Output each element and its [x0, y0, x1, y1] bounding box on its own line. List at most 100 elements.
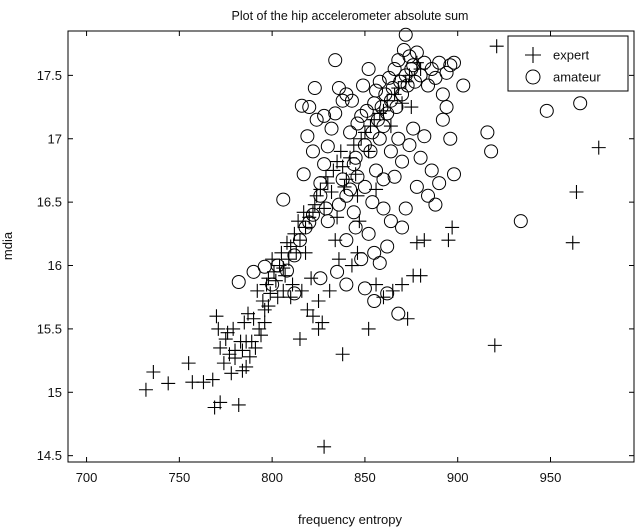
x-tick-label: 900 — [447, 470, 469, 485]
data-point-expert — [235, 363, 250, 378]
data-point-expert — [300, 302, 315, 317]
data-point-expert — [315, 315, 330, 330]
data-point-amateur — [344, 93, 359, 108]
data-point-amateur — [320, 139, 335, 154]
data-point-amateur — [439, 65, 454, 80]
data-point-expert — [283, 239, 298, 254]
data-point-amateur — [435, 87, 450, 102]
data-point-expert — [369, 277, 384, 292]
data-point-expert — [257, 302, 272, 317]
data-point-amateur — [309, 112, 324, 127]
data-point-expert — [413, 268, 428, 283]
data-point-expert — [311, 321, 326, 336]
data-point-amateur — [424, 163, 439, 178]
data-point-expert — [257, 315, 272, 330]
data-point-expert — [285, 277, 300, 292]
data-point-amateur — [367, 294, 382, 309]
data-point-expert — [209, 309, 224, 324]
series-expert — [138, 39, 606, 454]
data-point-amateur — [305, 144, 320, 159]
data-point-amateur — [428, 197, 443, 212]
data-point-expert — [565, 235, 580, 250]
data-point-amateur — [484, 144, 499, 159]
data-point-expert — [181, 356, 196, 371]
data-point-expert — [489, 39, 504, 54]
y-tick-label: 15.5 — [37, 321, 62, 336]
data-point-expert — [309, 188, 324, 203]
data-point-expert — [242, 349, 257, 364]
data-point-amateur — [513, 214, 528, 229]
data-point-amateur — [343, 182, 358, 197]
data-point-expert — [383, 119, 398, 134]
data-point-amateur — [435, 112, 450, 127]
y-tick-label: 16 — [48, 258, 62, 273]
data-point-expert — [253, 328, 268, 343]
data-point-expert — [220, 325, 235, 340]
data-point-amateur — [276, 192, 291, 207]
data-point-expert — [320, 176, 335, 191]
y-axis-label: mdia — [0, 231, 15, 260]
data-point-expert — [292, 233, 307, 248]
data-point-expert — [333, 144, 348, 159]
data-point-expert — [357, 125, 372, 140]
data-point-amateur — [573, 96, 588, 111]
data-point-expert — [395, 277, 410, 292]
data-point-expert — [270, 290, 285, 305]
data-point-expert — [324, 184, 339, 199]
data-point-expert — [278, 268, 293, 283]
plot-area — [67, 30, 635, 463]
data-point-expert — [304, 271, 319, 286]
legend-marker-expert — [525, 47, 541, 63]
data-point-expert — [445, 220, 460, 235]
data-point-amateur — [363, 144, 378, 159]
x-axis: 700 750 800 850 900 950 — [76, 31, 561, 485]
data-point-amateur — [328, 106, 343, 121]
data-point-amateur — [446, 55, 461, 70]
data-point-amateur — [359, 103, 374, 118]
data-point-amateur — [383, 144, 398, 159]
data-point-amateur — [313, 188, 328, 203]
data-point-amateur — [406, 58, 421, 73]
data-point-amateur — [376, 201, 391, 216]
data-point-amateur — [432, 176, 447, 191]
data-point-expert — [211, 321, 226, 336]
data-point-expert — [330, 210, 345, 225]
data-point-amateur — [413, 68, 428, 83]
data-point-amateur — [292, 233, 307, 248]
data-point-amateur — [331, 197, 346, 212]
data-point-amateur — [446, 167, 461, 182]
data-point-amateur — [395, 154, 410, 169]
data-point-amateur — [432, 55, 447, 70]
data-point-amateur — [294, 98, 309, 113]
data-point-expert — [196, 375, 211, 390]
data-point-expert — [292, 332, 307, 347]
data-point-expert — [239, 334, 254, 349]
data-point-expert — [322, 283, 337, 298]
data-point-expert — [311, 294, 326, 309]
data-point-amateur — [413, 150, 428, 165]
data-point-amateur — [402, 138, 417, 153]
data-points — [138, 27, 606, 454]
data-point-amateur — [395, 220, 410, 235]
data-point-amateur — [443, 131, 458, 146]
data-point-amateur — [317, 108, 332, 123]
x-tick-label: 700 — [76, 470, 98, 485]
data-point-amateur — [335, 172, 350, 187]
data-point-amateur — [387, 62, 402, 77]
data-point-expert — [205, 372, 220, 387]
legend: expert amateur — [507, 35, 629, 92]
data-point-amateur — [298, 220, 313, 235]
data-point-amateur — [391, 131, 406, 146]
data-point-amateur — [302, 215, 317, 230]
data-point-amateur — [265, 277, 280, 292]
data-point-amateur — [387, 169, 402, 184]
data-point-amateur — [480, 125, 495, 140]
data-point-amateur — [354, 108, 369, 123]
data-point-amateur — [348, 220, 363, 235]
data-point-amateur — [317, 157, 332, 172]
data-point-expert — [222, 347, 237, 362]
data-point-expert — [487, 338, 502, 353]
data-point-expert — [250, 283, 265, 298]
data-point-expert — [294, 283, 309, 298]
